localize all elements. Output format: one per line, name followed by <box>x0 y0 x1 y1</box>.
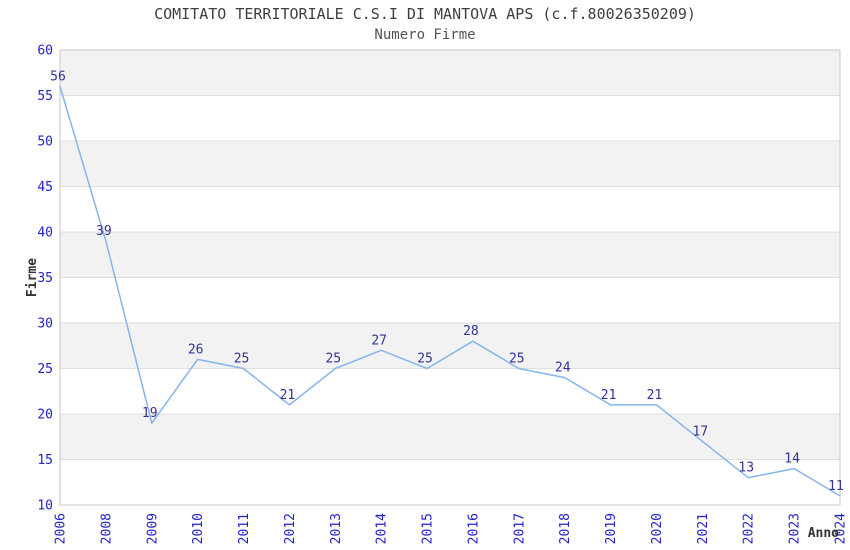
plot-band <box>60 50 840 96</box>
x-tick-label: 2021 <box>696 513 711 544</box>
data-label: 26 <box>188 342 204 357</box>
series-line <box>59 85 841 497</box>
plot-band <box>60 232 840 278</box>
x-tick-label: 2006 <box>54 513 69 544</box>
data-label: 25 <box>417 352 433 367</box>
data-label: 28 <box>463 324 479 339</box>
data-label: 25 <box>509 352 525 367</box>
y-tick-label: 50 <box>37 135 53 150</box>
data-label: 13 <box>738 461 754 476</box>
x-tick-label: 2010 <box>191 513 206 544</box>
y-tick-label: 15 <box>37 453 53 468</box>
x-tick-label: 2014 <box>375 513 390 544</box>
data-label: 24 <box>555 361 571 376</box>
y-tick-label: 45 <box>37 180 53 195</box>
x-tick-label: 2018 <box>558 513 573 544</box>
y-tick-label: 25 <box>37 362 53 377</box>
data-label: 39 <box>96 224 112 239</box>
x-tick-label: 2013 <box>329 513 344 544</box>
data-label: 25 <box>325 352 341 367</box>
x-tick-label: 2015 <box>421 513 436 544</box>
y-tick-label: 40 <box>37 226 53 241</box>
x-tick-label: 2020 <box>650 513 665 544</box>
y-axis-title: Firme <box>25 258 40 297</box>
plot-border <box>59 49 841 506</box>
y-tick-label: 30 <box>37 317 53 332</box>
x-tick-label: 2017 <box>512 513 527 544</box>
data-label: 21 <box>601 388 617 403</box>
plot-band <box>60 323 840 369</box>
data-label: 17 <box>693 424 709 439</box>
data-label: 25 <box>234 352 250 367</box>
plot-band <box>60 414 840 460</box>
data-label: 11 <box>828 479 844 494</box>
x-tick-label: 2012 <box>283 513 298 544</box>
x-tick-label: 2019 <box>604 513 619 544</box>
x-tick-label: 2011 <box>237 513 252 544</box>
x-tick-label: 2016 <box>466 513 481 544</box>
y-tick-label: 10 <box>37 499 53 514</box>
x-tick-label: 2024 <box>834 513 849 544</box>
data-label: 21 <box>647 388 663 403</box>
data-label: 19 <box>142 406 158 421</box>
chart-subtitle: Numero Firme <box>374 27 476 43</box>
y-tick-label: 60 <box>37 44 53 59</box>
y-tick-label: 20 <box>37 408 53 423</box>
data-label: 21 <box>280 388 296 403</box>
chart-title: COMITATO TERRITORIALE C.S.I DI MANTOVA A… <box>154 5 696 23</box>
x-tick-label: 2023 <box>788 513 803 544</box>
x-tick-label: 2009 <box>145 513 160 544</box>
x-tick-label: 2022 <box>742 513 757 544</box>
y-tick-label: 35 <box>37 271 53 286</box>
data-label: 14 <box>784 452 800 467</box>
x-axis-title: Anno <box>808 526 839 541</box>
data-label: 27 <box>371 333 387 348</box>
y-tick-label: 55 <box>37 89 53 104</box>
plot-band <box>60 141 840 187</box>
x-tick-label: 2008 <box>99 513 114 544</box>
data-label: 56 <box>50 69 66 84</box>
